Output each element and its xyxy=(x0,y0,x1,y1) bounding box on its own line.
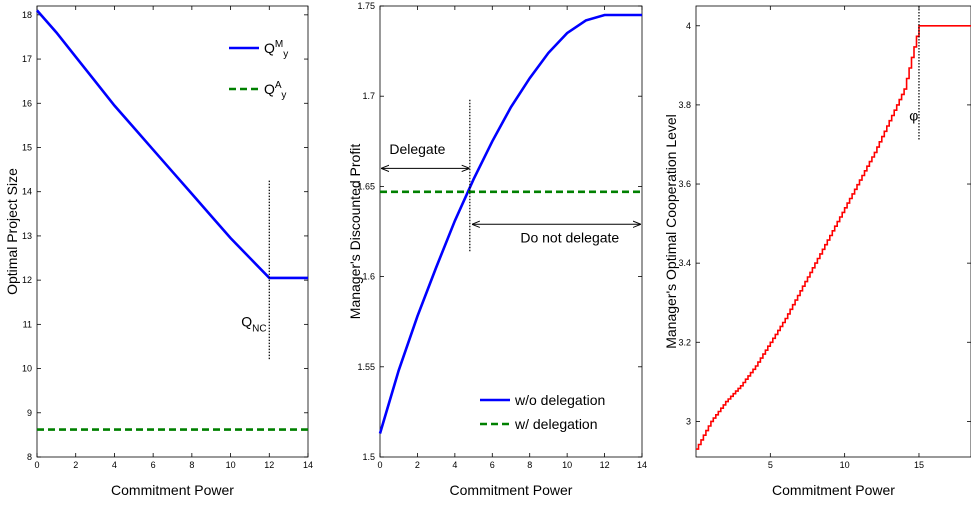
y-tick-label: 9 xyxy=(27,408,32,418)
x-tick-label: 5 xyxy=(768,460,773,470)
annotation-sub: NC xyxy=(252,324,266,335)
x-tick-label: 4 xyxy=(452,460,457,470)
plot-frame xyxy=(379,5,643,458)
y-tick-label: 17 xyxy=(22,54,32,64)
legend-label: QMy xyxy=(264,39,288,60)
series-line-1 xyxy=(378,13,642,434)
x-tick-label: 8 xyxy=(189,460,194,470)
y-tick-label: 3.8 xyxy=(678,100,691,110)
y-axis-label: Optimal Project Size xyxy=(4,168,20,295)
legend-label: w/ delegation xyxy=(514,416,598,432)
y-tick-label: 14 xyxy=(22,187,32,197)
x-tick-label: 12 xyxy=(264,460,274,470)
y-axis-label: Manager's Optimal Cooperation Level xyxy=(663,114,679,349)
annotation: Delegate xyxy=(389,141,445,157)
annotation: Do not delegate xyxy=(520,229,619,245)
x-tick-label: 10 xyxy=(562,460,572,470)
y-tick-label: 13 xyxy=(22,231,32,241)
y-tick-label: 1.6 xyxy=(362,272,375,282)
y-tick-label: 1.7 xyxy=(362,91,375,101)
x-tick-label: 8 xyxy=(527,460,532,470)
legend-label: w/o delegation xyxy=(514,392,605,408)
x-tick-label: 15 xyxy=(914,460,924,470)
y-tick-label: 16 xyxy=(22,98,32,108)
x-axis-label: Commitment Power xyxy=(450,482,573,498)
legend-label-sup: M xyxy=(275,39,283,50)
y-tick-label: 10 xyxy=(22,364,32,374)
x-tick-label: 6 xyxy=(151,460,156,470)
y-tick-label: 1.65 xyxy=(357,181,375,191)
legend-label-main: Q xyxy=(264,81,275,97)
y-tick-label: 15 xyxy=(22,142,32,152)
x-tick-label: 10 xyxy=(226,460,236,470)
x-tick-label: 14 xyxy=(303,460,313,470)
annotation-main: Q xyxy=(241,314,252,330)
legend-label-sub: y xyxy=(281,90,286,101)
x-tick-label: 2 xyxy=(415,460,420,470)
annotation: φ xyxy=(909,108,918,124)
series-line-1 xyxy=(696,25,971,450)
x-tick-label: 6 xyxy=(490,460,495,470)
panel-3: 5 10 15 3 3.2 3.4 3.6 3.8 4 Commitment Power Manag… xyxy=(663,5,971,498)
y-tick-label: 4 xyxy=(686,21,691,31)
y-tick-label: 12 xyxy=(22,275,32,285)
x-tick-label: 2 xyxy=(73,460,78,470)
y-tick-label: 3.2 xyxy=(678,337,691,347)
y-tick-label: 3 xyxy=(686,416,691,426)
legend-label: QAy xyxy=(264,80,286,101)
series-line-1 xyxy=(36,9,308,280)
x-tick-label: 12 xyxy=(600,460,610,470)
x-tick-label: 10 xyxy=(840,460,850,470)
y-tick-label: 8 xyxy=(27,452,32,462)
y-tick-label: 1.75 xyxy=(357,1,375,11)
legend-label-sup: A xyxy=(275,80,282,91)
y-tick-label: 3.4 xyxy=(678,258,691,268)
x-axis-label: Commitment Power xyxy=(772,482,895,498)
x-tick-label: 0 xyxy=(377,460,382,470)
plot-frame xyxy=(36,5,309,458)
plot-frame xyxy=(695,5,971,458)
legend-label-sub: y xyxy=(283,49,288,60)
panel-1: 0 2 4 6 8 10 12 14 8 9 10 11 12 13 14 15 16 17 18 Commitmen… xyxy=(4,5,313,498)
x-axis-label: Commitment Power xyxy=(111,482,234,498)
y-tick-label: 1.5 xyxy=(362,452,375,462)
y-tick-label: 11 xyxy=(23,319,32,329)
y-tick-label: 3.6 xyxy=(678,179,691,189)
y-tick-label: 18 xyxy=(22,10,32,20)
x-tick-label: 0 xyxy=(34,460,39,470)
y-tick-label: 1.55 xyxy=(357,362,375,372)
y-axis-label: Manager's Discounted Profit xyxy=(347,144,363,320)
panel-2: 0 2 4 6 8 10 12 14 1.5 1.55 1.6 1.65 1.7 1.75 Commitme… xyxy=(347,1,647,498)
x-tick-label: 14 xyxy=(637,460,647,470)
x-tick-label: 4 xyxy=(112,460,117,470)
legend-label-main: Q xyxy=(264,40,275,56)
annotation: QNC xyxy=(241,314,266,335)
